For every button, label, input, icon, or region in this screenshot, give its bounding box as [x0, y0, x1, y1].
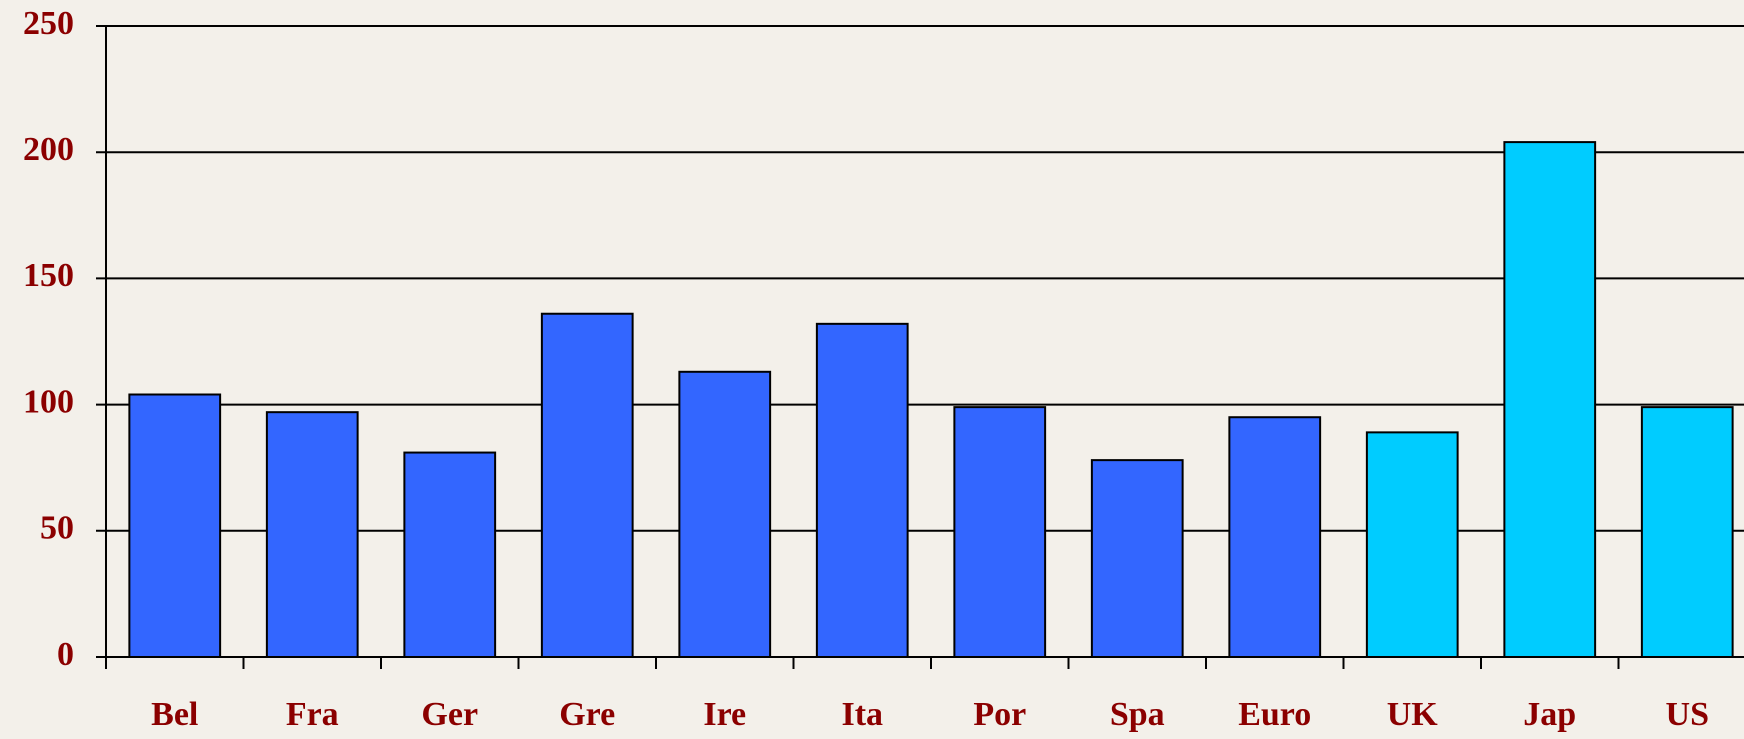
- bar: [953, 406, 1047, 658]
- bar: [678, 370, 772, 658]
- y-tick-label: 100: [23, 383, 74, 420]
- bar: [1503, 141, 1597, 658]
- x-tick-label: Jap: [1523, 696, 1576, 733]
- bar: [128, 393, 222, 658]
- x-tick-label: Euro: [1238, 696, 1311, 733]
- bar: [1365, 431, 1459, 659]
- x-tick-label: US: [1666, 696, 1709, 733]
- x-tick-label: Ger: [421, 696, 478, 733]
- y-tick-label: 200: [23, 131, 74, 168]
- bar: [1090, 459, 1184, 658]
- bar: [1640, 406, 1734, 658]
- x-tick-label: Ire: [703, 696, 746, 733]
- y-tick-label: 250: [23, 5, 74, 42]
- x-tick-label: Fra: [286, 696, 339, 733]
- y-tick-label: 50: [40, 510, 74, 547]
- bar: [815, 322, 909, 658]
- bar: [403, 451, 497, 658]
- y-tick-label: 0: [57, 636, 74, 673]
- x-tick-label: UK: [1387, 696, 1439, 733]
- x-tick-label: Spa: [1110, 696, 1165, 733]
- x-tick-label: Bel: [151, 696, 198, 733]
- x-tick-label: Gre: [559, 696, 615, 733]
- x-tick-label: Por: [973, 696, 1026, 733]
- bar: [1228, 416, 1322, 658]
- y-tick-label: 150: [23, 257, 74, 294]
- x-tick-label: Ita: [841, 696, 883, 733]
- bar: [265, 411, 359, 658]
- bar: [540, 312, 634, 658]
